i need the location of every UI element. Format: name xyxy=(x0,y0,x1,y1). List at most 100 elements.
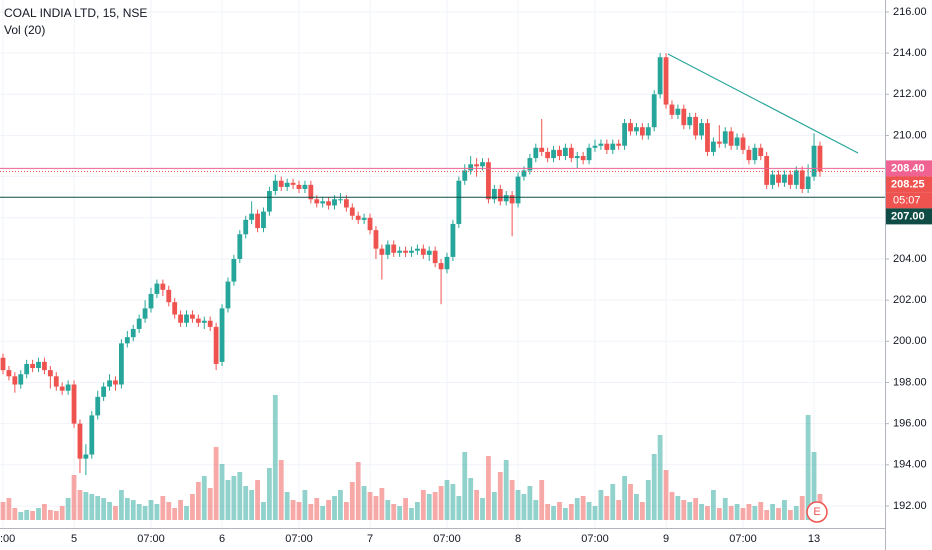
candle-body xyxy=(65,384,71,391)
volume-bar xyxy=(237,472,243,520)
candle-body xyxy=(231,258,237,282)
volume-bar xyxy=(326,500,331,520)
countdown-box xyxy=(886,192,932,209)
candle-body xyxy=(515,176,521,204)
price-label-box xyxy=(886,160,932,177)
volume-bar xyxy=(12,508,18,520)
y-tick-label: 194.00 xyxy=(893,459,927,471)
volume-bar xyxy=(468,478,474,520)
volume-bar xyxy=(284,492,290,520)
candle-body xyxy=(503,195,509,202)
candle-body xyxy=(47,370,53,377)
candle-body xyxy=(379,248,385,255)
volume-bar xyxy=(533,500,539,520)
volume-bar xyxy=(65,498,71,520)
volume-bar xyxy=(716,508,722,520)
chart-title: COAL INDIA LTD, 15, NSE xyxy=(4,6,147,20)
volume-bar xyxy=(349,482,355,520)
volume-bar xyxy=(438,486,444,520)
candle-body xyxy=(805,176,811,189)
y-tick-label: 204.00 xyxy=(893,253,927,265)
candle-body xyxy=(509,195,515,204)
price-pane xyxy=(0,53,823,476)
volume-bar xyxy=(53,511,59,520)
candle-body xyxy=(77,423,83,459)
candle-body xyxy=(468,164,474,171)
volume-bar xyxy=(338,490,343,520)
volume-bar xyxy=(734,504,740,520)
candle-body xyxy=(497,188,503,202)
candle-body xyxy=(639,127,645,136)
candle-body xyxy=(687,116,693,126)
volume-bar xyxy=(432,492,438,520)
volume-bar xyxy=(391,504,397,520)
x-tick-label: 13 xyxy=(808,533,820,545)
candle-body xyxy=(278,180,284,187)
volume-bar xyxy=(651,454,657,520)
volume-bar xyxy=(30,511,35,520)
candle-body xyxy=(207,320,213,327)
volume-bar xyxy=(722,498,728,520)
candle-body xyxy=(486,162,491,200)
candle-body xyxy=(533,147,539,159)
candle-body xyxy=(101,386,107,397)
volume-bar xyxy=(83,492,89,520)
candle-body xyxy=(693,116,699,136)
candle-body xyxy=(237,234,243,259)
volume-bar xyxy=(6,498,12,520)
x-tick-label: 8 xyxy=(515,533,521,545)
x-tick-label: 5 xyxy=(71,533,77,545)
volume-bar xyxy=(758,502,764,520)
volume-bar xyxy=(622,476,627,520)
candle-body xyxy=(622,123,627,146)
candle-body xyxy=(604,143,610,150)
volume-bar xyxy=(728,506,734,520)
candle-body xyxy=(752,147,758,161)
volume-bar xyxy=(557,502,562,520)
x-tick-label: 07:00 xyxy=(285,533,313,545)
volume-bar xyxy=(699,504,704,520)
candle-body xyxy=(574,156,580,159)
candle-body xyxy=(409,250,414,253)
candle-body xyxy=(793,170,799,185)
candle-body xyxy=(521,170,527,177)
candle-body xyxy=(30,363,35,369)
trend-line[interactable] xyxy=(667,53,859,154)
candle-body xyxy=(432,250,438,264)
volume-bar xyxy=(314,498,320,520)
volume-bar xyxy=(545,504,551,520)
candle-body xyxy=(527,158,533,171)
volume-bar xyxy=(610,484,616,520)
volume-bar xyxy=(598,490,604,520)
volume-bar xyxy=(178,500,183,520)
volume-bar xyxy=(379,488,385,520)
candle-body xyxy=(373,230,379,249)
volume-bar xyxy=(450,484,456,520)
x-tick-label: 07:00 xyxy=(729,533,757,545)
candle-body xyxy=(261,211,266,229)
x-tick-label: 07:00 xyxy=(433,533,461,545)
volume-bar xyxy=(539,480,545,520)
x-tick-label: 07:00 xyxy=(581,533,609,545)
candle-body xyxy=(480,162,485,167)
y-tick-label: 200.00 xyxy=(893,335,927,347)
volume-bar xyxy=(225,480,231,520)
volume-bar xyxy=(18,512,24,520)
candle-body xyxy=(267,191,272,212)
volume-bar xyxy=(24,510,30,520)
volume-bar xyxy=(261,502,266,520)
candle-body xyxy=(740,137,746,150)
price-lines xyxy=(0,167,885,198)
grid xyxy=(0,0,885,528)
candle-body xyxy=(651,94,657,128)
volume-bar xyxy=(675,496,681,520)
volume-bar xyxy=(101,498,107,520)
volume-bar xyxy=(415,502,420,520)
earnings-badge[interactable] xyxy=(806,501,828,523)
volume-bar xyxy=(95,496,101,520)
x-tick-label: 07:00 xyxy=(137,533,165,545)
volume-bar xyxy=(657,435,663,520)
candle-body xyxy=(148,293,154,309)
volume-bar xyxy=(409,508,414,520)
